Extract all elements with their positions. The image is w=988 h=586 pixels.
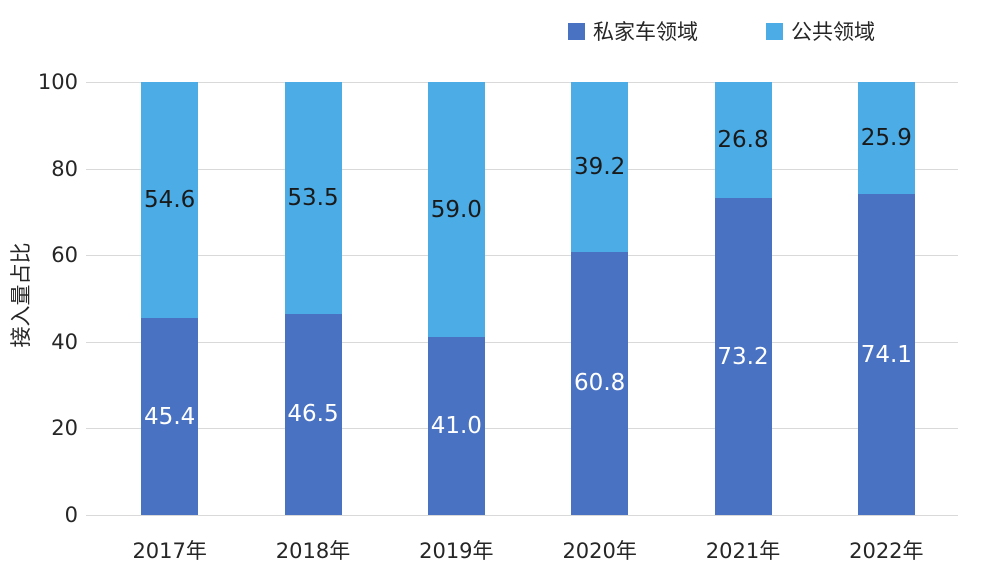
legend-swatch-public-domain-icon [766, 22, 783, 40]
y-axis-tick-label: 100 [37, 70, 78, 94]
gridline [98, 515, 958, 516]
legend-label-public-domain: 公共领域 [791, 20, 875, 44]
bar-segment [714, 198, 772, 515]
gridline [98, 341, 958, 343]
legend-item-public-domain: 公共领域 [766, 16, 875, 46]
bar-segment [284, 313, 342, 515]
y-axis-tick-label: 40 [51, 329, 78, 354]
chart-legend: 私家车领域 公共领域 [568, 16, 875, 46]
legend-swatch-private-vehicle-icon [568, 22, 585, 40]
y-axis-tick-label: 0 [64, 503, 78, 527]
y-axis-tick-label: 80 [51, 156, 78, 181]
y-axis-tick [86, 168, 98, 170]
bar-segment [427, 337, 485, 515]
y-axis-tick [86, 428, 98, 430]
bar-value-label: 59.0 [430, 196, 482, 223]
bar-value-label: 73.2 [717, 343, 769, 370]
bar-segment [141, 82, 199, 319]
y-axis-title: 接入量占比 [9, 242, 33, 348]
x-axis-label: 2022年 [849, 539, 924, 563]
bar-value-label: 54.6 [144, 187, 196, 214]
y-axis-tick [86, 341, 98, 343]
x-axis-label: 2019年 [419, 539, 494, 563]
y-axis-tick [86, 255, 98, 257]
bar-value-label: 60.8 [574, 370, 626, 397]
x-axis-label: 2017年 [132, 539, 207, 563]
x-axis-label: 2018年 [275, 539, 351, 563]
bar-value-label: 26.8 [717, 127, 769, 154]
bar-value-label: 46.5 [287, 401, 339, 428]
bar-segment [141, 318, 199, 515]
x-axis-label: 2021年 [705, 539, 781, 563]
bar-value-label: 41.0 [430, 413, 482, 440]
y-axis-tick-label: 20 [51, 416, 78, 441]
y-axis-tick [86, 515, 98, 516]
bar-segment [571, 82, 629, 252]
gridline [98, 168, 958, 170]
legend-label-private-vehicle: 私家车领域 [593, 20, 698, 44]
bar-value-label: 39.2 [574, 153, 626, 180]
bar-segment [571, 251, 629, 515]
bar-value-label: 74.1 [860, 341, 912, 368]
gridline [98, 82, 958, 83]
gridline [98, 428, 958, 430]
bar-value-label: 25.9 [860, 125, 912, 152]
gridline [98, 255, 958, 257]
y-axis-tick-label: 60 [51, 243, 78, 268]
bar-segment [714, 82, 772, 199]
bar-value-label: 53.5 [287, 184, 339, 211]
bar-value-label: 45.4 [144, 403, 196, 430]
x-axis-label: 2020年 [562, 539, 637, 563]
legend-item-private-vehicle: 私家车领域 [568, 16, 698, 46]
bar-segment [427, 82, 485, 338]
bar-segment [857, 194, 915, 515]
y-axis-tick [86, 82, 98, 83]
bar-segment [857, 82, 915, 195]
bar-segment [284, 82, 342, 314]
